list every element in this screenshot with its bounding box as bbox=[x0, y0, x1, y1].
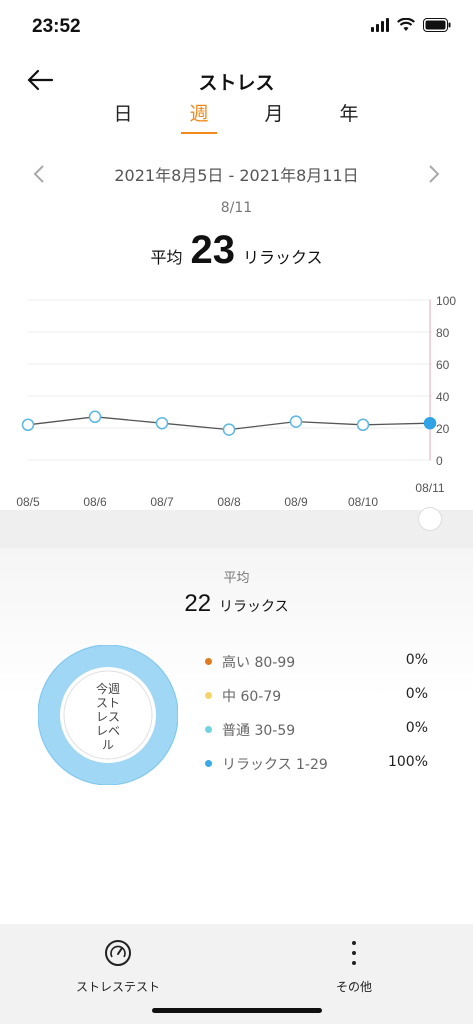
data-point[interactable] bbox=[21, 418, 35, 432]
data-point[interactable] bbox=[155, 416, 169, 430]
legend-percent: 0% bbox=[405, 652, 428, 668]
status-time: 23:52 bbox=[32, 16, 81, 37]
back-button[interactable] bbox=[20, 62, 60, 98]
stress-level-donut bbox=[38, 645, 178, 785]
legend-dot-icon bbox=[205, 726, 212, 733]
y-tick-label: 60 bbox=[436, 358, 450, 372]
cellular-signal-icon bbox=[371, 18, 389, 32]
arrow-left-icon bbox=[27, 69, 54, 91]
stress-legend: 高い 80-99 0% 中 60-79 0% 普通 30-59 0% リラックス 1-29 1… bbox=[200, 652, 440, 788]
donut-segment-relax bbox=[38, 645, 178, 785]
wifi-icon bbox=[397, 18, 415, 31]
legend-label: 中 60-79 bbox=[222, 689, 282, 705]
average-prefix: 平均 bbox=[150, 248, 183, 267]
stress-line-chart[interactable]: 100 80 60 40 20 0 08/5 08/6 08/7 08/8 08/9 08/10 08/… bbox=[0, 288, 473, 508]
tab-year[interactable]: 年 bbox=[339, 103, 359, 125]
chart-scroll-handle[interactable] bbox=[418, 507, 442, 531]
bottom-toolbar: ストレステスト その他 bbox=[0, 924, 473, 1024]
stress-test-button[interactable]: ストレステスト bbox=[58, 938, 178, 995]
average-value: 23 bbox=[190, 228, 235, 272]
home-indicator bbox=[152, 1008, 322, 1013]
chevron-left-icon[interactable] bbox=[28, 162, 52, 186]
data-point[interactable] bbox=[423, 416, 437, 430]
x-tick-label: 08/8 bbox=[217, 495, 241, 508]
chevron-right-icon[interactable] bbox=[421, 162, 445, 186]
data-point[interactable] bbox=[289, 415, 303, 428]
legend-label: 高い 80-99 bbox=[222, 655, 296, 671]
stress-test-label: ストレステスト bbox=[75, 980, 160, 994]
donut-label-line: レベ bbox=[95, 724, 120, 738]
donut-hole bbox=[63, 670, 153, 760]
legend-label: リラックス 1-29 bbox=[222, 757, 328, 773]
legend-label: 普通 30-59 bbox=[222, 723, 296, 739]
tab-week[interactable]: 週 bbox=[169, 100, 229, 134]
average-suffix: リラックス bbox=[242, 248, 323, 267]
y-tick-label: 0 bbox=[436, 454, 443, 468]
battery-icon bbox=[423, 18, 451, 32]
weekly-average: 22 リラックス bbox=[0, 590, 473, 618]
legend-row: 高い 80-99 0% bbox=[200, 652, 440, 686]
donut-label-line: スト bbox=[95, 696, 120, 710]
legend-percent: 100% bbox=[387, 754, 428, 770]
data-point[interactable] bbox=[356, 418, 370, 432]
period-tabs: 日 週 月 年 bbox=[0, 100, 473, 136]
page-title: ストレス bbox=[198, 72, 275, 94]
data-point[interactable] bbox=[222, 423, 236, 436]
x-tick-label: 08/5 bbox=[16, 495, 40, 508]
weekly-average-label: リラックス bbox=[219, 599, 289, 615]
tab-day[interactable]: 日 bbox=[113, 103, 133, 125]
more-button[interactable]: その他 bbox=[294, 938, 414, 995]
gauge-icon bbox=[105, 940, 131, 966]
legend-dot-icon bbox=[205, 658, 212, 665]
weekly-average-value: 22 bbox=[184, 590, 212, 617]
status-bar: 23:52 bbox=[0, 0, 473, 56]
date-range-row: 2021年8月5日 - 2021年8月11日 bbox=[0, 158, 473, 188]
section-divider bbox=[0, 510, 473, 550]
y-tick-label: 40 bbox=[436, 390, 450, 404]
more-label: その他 bbox=[335, 980, 372, 994]
status-icons bbox=[371, 18, 451, 32]
x-tick-label: 08/11 bbox=[415, 481, 444, 495]
x-tick-label: 08/7 bbox=[150, 495, 174, 508]
donut-label-line: レス bbox=[95, 710, 120, 724]
weekly-average-title: 平均 bbox=[223, 571, 250, 586]
data-point[interactable] bbox=[88, 410, 102, 424]
legend-row: 中 60-79 0% bbox=[200, 686, 440, 720]
y-tick-label: 20 bbox=[436, 422, 450, 436]
legend-row: 普通 30-59 0% bbox=[200, 720, 440, 754]
legend-dot-icon bbox=[205, 692, 212, 699]
date-range: 2021年8月5日 - 2021年8月11日 bbox=[114, 166, 359, 185]
donut-label-line: ル bbox=[101, 738, 114, 752]
legend-row: リラックス 1-29 100% bbox=[200, 754, 440, 788]
donut-label-line: 今週 bbox=[95, 682, 120, 696]
y-tick-label: 80 bbox=[436, 326, 450, 340]
more-vertical-icon bbox=[352, 941, 356, 965]
legend-percent: 0% bbox=[405, 686, 428, 702]
x-tick-label: 08/6 bbox=[83, 495, 107, 508]
selected-date: 8/11 bbox=[220, 200, 253, 216]
legend-dot-icon bbox=[205, 760, 212, 767]
nav-bar: ストレス bbox=[0, 56, 473, 104]
average-summary: 平均 23 リラックス bbox=[0, 228, 473, 273]
tab-month[interactable]: 月 bbox=[264, 103, 284, 125]
legend-percent: 0% bbox=[405, 720, 428, 736]
x-tick-label: 08/10 bbox=[348, 495, 378, 508]
y-tick-label: 100 bbox=[436, 294, 456, 308]
donut-center-label: 今週 スト レス レベル bbox=[78, 682, 138, 752]
x-tick-label: 08/9 bbox=[284, 495, 308, 508]
